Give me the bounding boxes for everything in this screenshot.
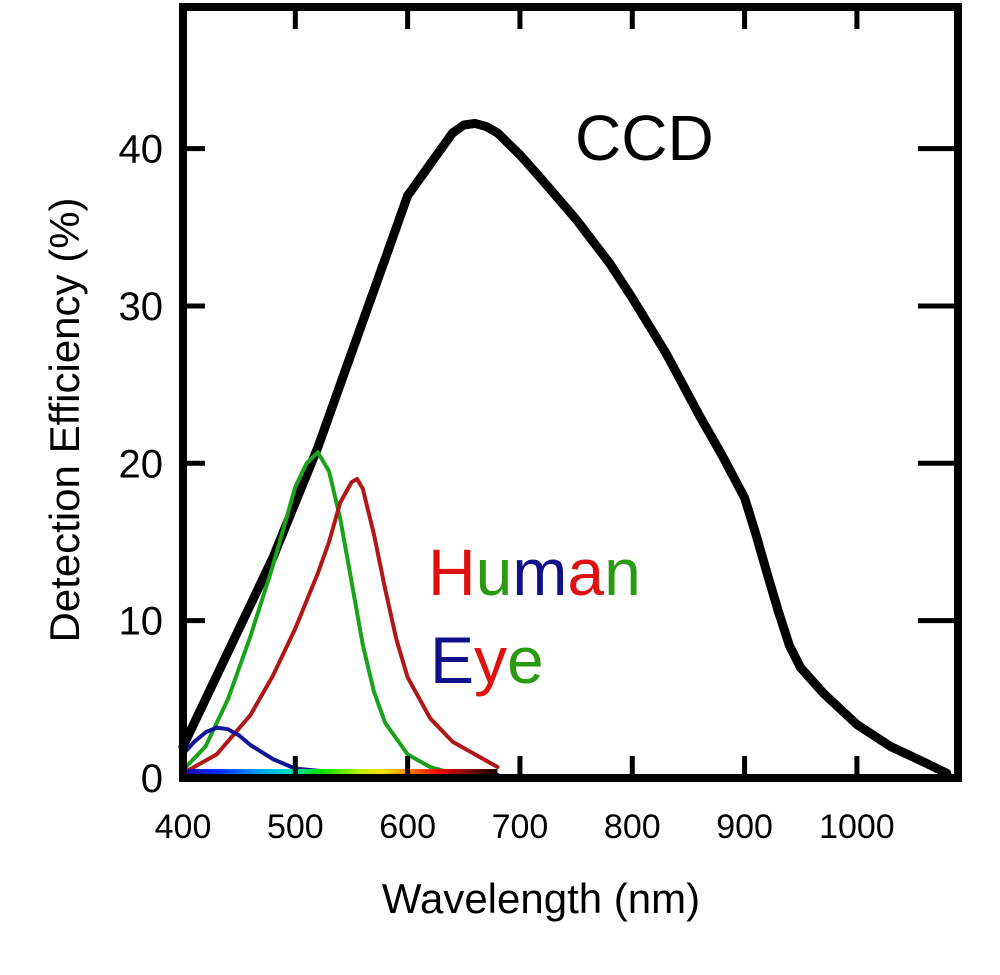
blue-cone-curve <box>181 725 500 777</box>
ticks-layer <box>180 7 958 781</box>
label-letter: e <box>507 623 544 697</box>
label-letter: H <box>428 535 476 609</box>
x-tick-label: 900 <box>716 808 773 846</box>
label-letter: E <box>430 623 474 697</box>
x-tick-label: 400 <box>155 808 212 846</box>
green-cone-curve <box>181 450 500 779</box>
label-letter: u <box>476 535 513 609</box>
y-tick-label: 30 <box>119 285 164 329</box>
y-tick-label: 10 <box>119 600 164 644</box>
x-tick-label: 500 <box>267 808 324 846</box>
red-cone-curve <box>181 477 500 776</box>
label-letter: m <box>512 535 567 609</box>
y-tick-label: 20 <box>119 442 164 486</box>
label-letter: a <box>567 535 604 609</box>
x-tick-label: 800 <box>604 808 661 846</box>
plot-frame <box>179 3 962 782</box>
ccd-label: CCD <box>575 102 714 174</box>
x-axis-title: Wavelength (nm) <box>382 875 700 922</box>
x-tick-label: 700 <box>492 808 549 846</box>
y-axis-title: Detection Efficiency (%) <box>41 197 88 642</box>
x-tick-label: 600 <box>379 808 436 846</box>
tick-labels-layer: 400 500 600 700 800 900 1000 0 10 20 30 40 <box>119 128 895 846</box>
label-letter: n <box>604 535 641 609</box>
series-layer <box>178 118 952 779</box>
human-label: Human <box>428 535 641 609</box>
eye-label: Eye <box>430 623 544 697</box>
y-tick-label: 0 <box>141 757 163 801</box>
x-tick-label: 1000 <box>819 808 895 846</box>
ccd-curve <box>178 118 952 778</box>
label-letter: y <box>474 623 507 697</box>
y-tick-label: 40 <box>119 128 164 172</box>
